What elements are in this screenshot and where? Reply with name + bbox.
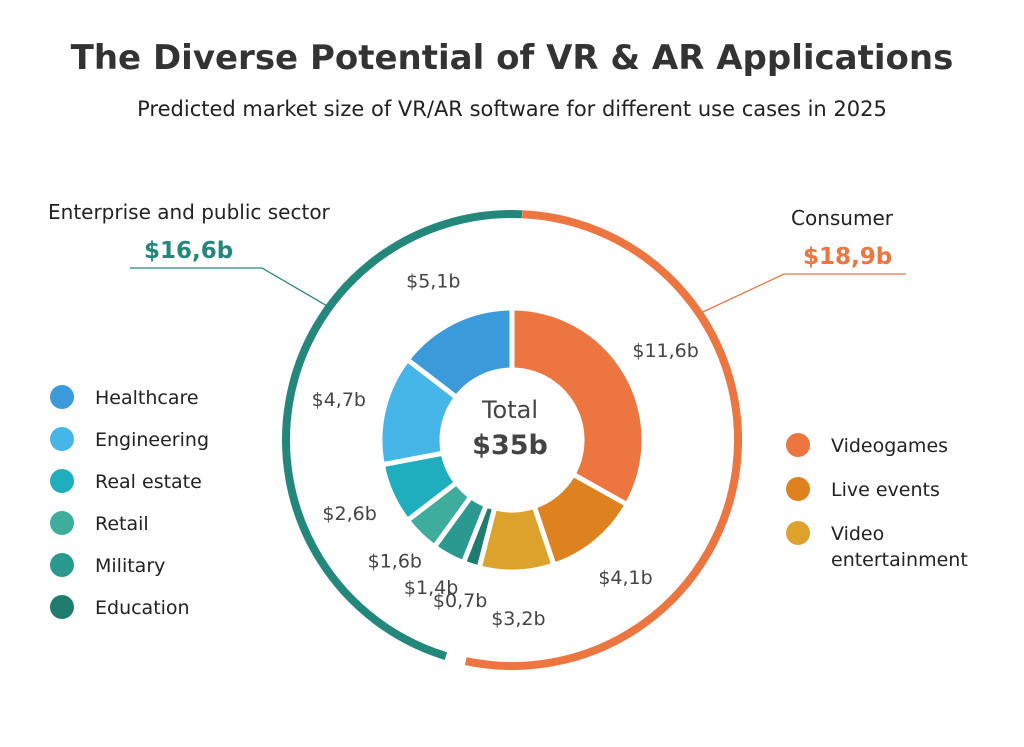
consumer-legend-item-video-entertainment: Video entertainment: [786, 521, 981, 571]
enterprise-group-total: $16,6b: [144, 238, 234, 264]
legend-label: Retail: [95, 513, 149, 535]
consumer-legend-item-videogames: Videogames: [786, 433, 981, 477]
enterprise-legend-item-retail: Retail: [50, 511, 209, 553]
legend-label: Video entertainment: [831, 523, 968, 571]
ring-arc-consumer: [464, 210, 742, 670]
legend-swatch: [786, 433, 810, 457]
segment-healthcare: [404, 305, 515, 400]
data-label-real-estate: $2,6b: [322, 503, 376, 525]
center-total-value: $35b: [472, 430, 548, 461]
legend-swatch: [50, 385, 74, 409]
legend-swatch: [786, 477, 810, 501]
legend-label: Videogames: [831, 435, 949, 457]
legend-label: Live events: [831, 479, 940, 501]
legend-label: Healthcare: [95, 387, 199, 409]
leader-line-consumer: [699, 273, 906, 315]
data-label-education: $0,7b: [433, 590, 487, 612]
chart-title: The Diverse Potential of VR & AR Applica…: [70, 38, 954, 78]
consumer-group-name: Consumer: [791, 206, 893, 230]
legend-swatch: [50, 595, 74, 619]
enterprise-legend-item-military: Military: [50, 553, 209, 595]
enterprise-legend-item-real-estate: Real estate: [50, 469, 209, 511]
legend-label: Education: [95, 597, 190, 619]
ring-arc-enterprise-and-public-sector: [282, 210, 523, 660]
legend-label: Military: [95, 555, 166, 577]
legend-swatch: [786, 521, 810, 545]
legend-swatch: [50, 553, 74, 577]
enterprise-legend-item-engineering: Engineering: [50, 427, 209, 469]
consumer-legend-item-live-events: Live events: [786, 477, 981, 521]
legend-swatch: [50, 427, 74, 451]
enterprise-legend-item-education: Education: [50, 595, 209, 637]
legend-swatch: [50, 469, 74, 493]
data-label-healthcare: $5,1b: [406, 270, 460, 292]
legend-swatch: [50, 511, 74, 535]
enterprise-group-name: Enterprise and public sector: [48, 200, 330, 224]
segment-videogames: [509, 305, 647, 508]
consumer-group-total: $18,9b: [803, 244, 893, 270]
data-label-retail: $1,6b: [368, 550, 422, 572]
data-label-military: $1,4b: [404, 577, 458, 599]
legend-label: Real estate: [95, 471, 202, 493]
legend-label: Engineering: [95, 429, 209, 451]
chart-subtitle: Predicted market size of VR/AR software …: [137, 97, 887, 121]
leader-line-enterprise: [130, 267, 330, 308]
enterprise-legend-item-healthcare: Healthcare: [50, 385, 209, 427]
legend-consumer: Videogames Live events Video entertainment: [786, 433, 981, 571]
legend-enterprise: Healthcare Engineering Real estate Retail Mi…: [50, 385, 209, 637]
center-total-label: Total: [481, 396, 539, 424]
data-label-engineering: $4,7b: [312, 389, 366, 411]
data-label-video-entertainment: $3,2b: [491, 608, 545, 630]
data-label-videogames: $11,6b: [632, 340, 698, 362]
data-label-live-events: $4,1b: [598, 567, 652, 589]
